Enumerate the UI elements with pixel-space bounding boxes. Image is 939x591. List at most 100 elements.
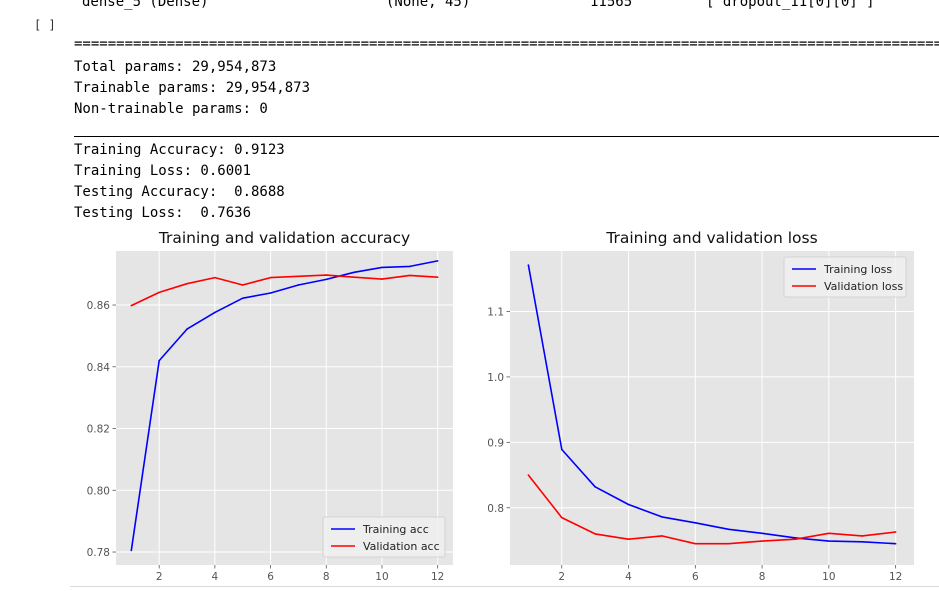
layer-connected: ['dropout_11[0][0]'] [706,0,875,10]
testing-accuracy: Testing Accuracy: 0.8688 [74,184,285,200]
acc-series-0-point [297,284,300,286]
acc-ytick-label: 0.80 [87,485,110,497]
acc-series-1-point [241,284,244,286]
cell-prompt[interactable]: [ ] [34,18,56,32]
loss-xtick-label: 6 [692,571,699,583]
loss-series-0-line [527,264,896,545]
loss-series-0-point [594,486,596,488]
acc-xtick-label: 10 [375,571,388,583]
acc-xtick-label: 6 [267,571,274,583]
loss-xtick-label: 4 [625,571,632,583]
acc-series-0-point [409,265,411,268]
acc-legend-label: Validation acc [363,540,440,553]
loss-series-1-line [527,474,896,545]
acc-xtick-label: 8 [323,571,330,583]
acc-legend-label: Training acc [362,523,429,536]
loss-series-1-point [761,540,763,542]
acc-ytick-label: 0.84 [87,362,111,374]
loss-series-1-point [828,532,830,535]
output-bottom-rule [70,586,939,587]
acc-series-0-point [325,278,328,281]
loss-series-0-point [861,540,864,543]
acc-series-1-line [130,274,438,307]
loss-ytick-label: 0.9 [488,437,504,449]
loss-series-0-point [727,528,730,531]
acc-series-0-line [130,260,438,551]
acc-series-0-point [158,359,160,362]
loss-series-1-point [794,538,797,540]
loss-ytick-label: 1.1 [488,307,504,319]
loss-series-0-point [828,540,830,542]
summary-separator: ========================================… [74,36,939,52]
acc-series-1-point [158,291,160,294]
acc-ytick-label: 0.82 [87,424,110,436]
acc-series-0-point [214,311,216,314]
total-params: Total params: 29,954,873 [74,59,277,75]
layer-params: 11565 [590,0,633,10]
non-trainable-params: Non-trainable params: 0 [74,101,268,117]
loss-xtick-label: 12 [889,571,902,583]
acc-legend-box [322,516,446,558]
accuracy-chart: Training and validation accuracy 2 4 6 8 10 12… [87,229,453,583]
loss-series-0-point [794,537,797,539]
loss-legend-label: Training loss [823,263,892,276]
acc-series-0-point [436,260,439,262]
loss-series-1-point [527,474,530,476]
loss-chart: Training and validation loss 2 4 6 8 10 12 0.8 0… [488,229,914,583]
acc-series-0-point [353,271,355,274]
acc-series-1-point [186,282,188,285]
loss-series-0-point [694,522,697,524]
acc-series-1-point [409,274,411,277]
loss-series-1-point [727,542,730,545]
acc-chart-title: Training and validation accuracy [158,229,410,247]
acc-series-1-point [436,276,439,279]
training-accuracy: Training Accuracy: 0.9123 [74,142,285,158]
loss-ytick-label: 1.0 [488,372,504,384]
acc-xtick-label: 2 [156,571,163,583]
trainable-params: Trainable params: 29,954,873 [74,80,311,96]
loss-series-1-point [894,531,897,533]
loss-series-1-point [661,535,663,537]
acc-series-1-point [214,276,216,279]
loss-legend-box [783,256,907,298]
acc-series-1-point [325,274,328,276]
loss-xtick-label: 10 [822,571,835,583]
acc-xtick-label: 12 [431,571,444,583]
acc-xtick-label: 4 [212,571,219,583]
loss-series-1-point [861,535,864,537]
layer-name: dense_5 (Dense) [82,0,209,10]
training-loss: Training Loss: 0.6001 [74,163,252,179]
acc-series-0-point [241,297,244,300]
loss-xtick-label: 2 [558,571,565,583]
acc-plot-area [116,251,453,565]
loss-series-1-point [560,516,563,519]
acc-series-1-point [297,275,300,278]
loss-series-0-point [527,264,530,266]
layer-shape: (None, 45) [386,0,471,10]
acc-series-1-point [130,304,133,307]
loss-series-0-point [627,503,630,506]
loss-series-0-point [560,448,563,451]
loss-chart-title: Training and validation loss [605,229,817,247]
acc-series-1-point [381,278,383,280]
loss-series-1-point [594,533,596,535]
loss-ytick-label: 0.8 [488,503,504,515]
acc-series-0-point [130,549,133,552]
acc-series-1-point [269,276,272,279]
loss-series-1-point [627,538,630,540]
summary-underline [74,136,939,137]
testing-loss: Testing Loss: 0.7636 [74,205,252,221]
acc-series-0-point [381,266,383,269]
loss-series-0-point [761,532,763,535]
loss-plot-area [510,251,914,565]
acc-series-0-point [186,328,188,330]
acc-series-1-point [353,276,355,279]
loss-xtick-label: 8 [759,571,766,583]
loss-series-0-point [661,516,663,518]
acc-ytick-label: 0.86 [87,300,111,312]
acc-ytick-label: 0.78 [87,547,110,559]
loss-series-1-point [694,542,697,545]
loss-legend-label: Validation loss [824,280,903,293]
loss-series-0-point [894,542,897,545]
acc-series-0-point [269,292,272,294]
